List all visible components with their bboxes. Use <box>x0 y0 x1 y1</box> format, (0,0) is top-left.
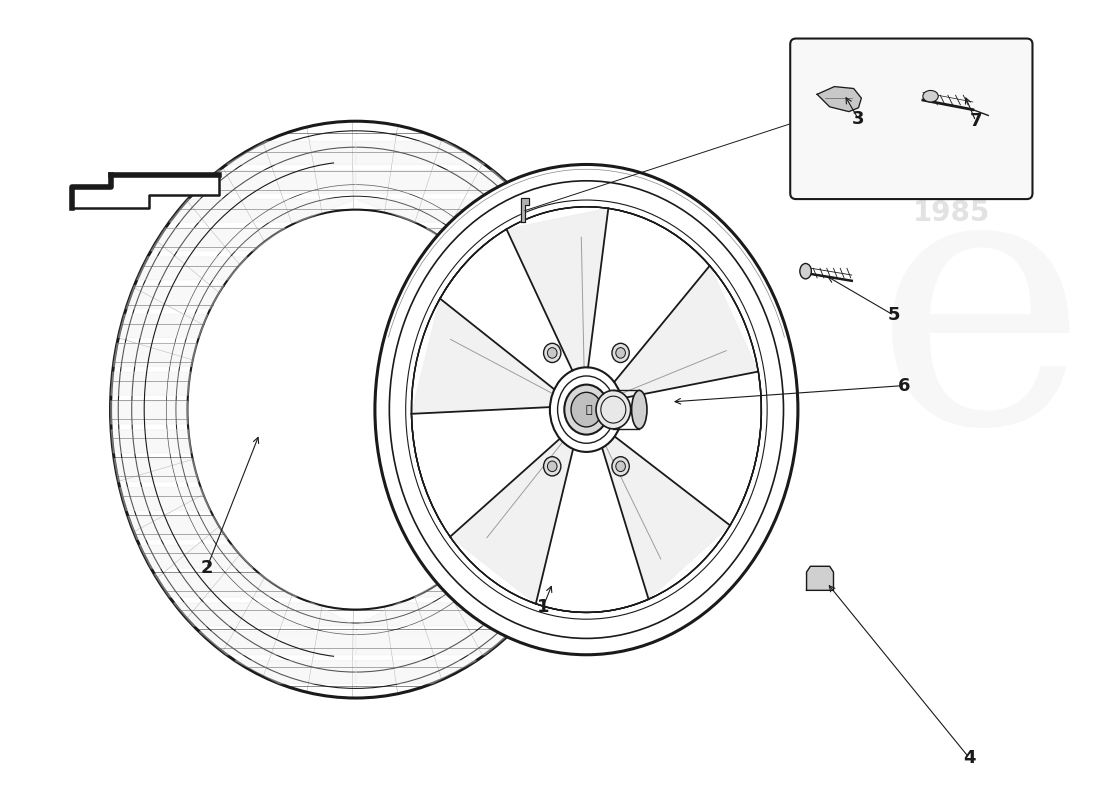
Ellipse shape <box>111 122 601 698</box>
Polygon shape <box>817 86 861 111</box>
Polygon shape <box>194 170 355 194</box>
Polygon shape <box>411 298 554 414</box>
Text: 3: 3 <box>852 110 865 128</box>
Text: 1985: 1985 <box>913 198 990 226</box>
Polygon shape <box>487 286 585 309</box>
Text: 🐴: 🐴 <box>585 405 592 414</box>
Polygon shape <box>140 545 253 568</box>
Polygon shape <box>199 632 355 654</box>
Polygon shape <box>111 430 191 453</box>
Text: 5: 5 <box>888 306 900 325</box>
Polygon shape <box>234 661 355 683</box>
Text: 4: 4 <box>962 749 976 766</box>
Text: 7: 7 <box>969 112 982 130</box>
Polygon shape <box>111 401 188 424</box>
Polygon shape <box>513 458 597 482</box>
Polygon shape <box>113 343 197 366</box>
Polygon shape <box>521 198 529 222</box>
Polygon shape <box>151 228 285 251</box>
Polygon shape <box>119 314 208 338</box>
Text: 2: 2 <box>200 559 213 578</box>
Ellipse shape <box>800 263 812 279</box>
Text: eurocars: eurocars <box>867 174 1018 203</box>
Polygon shape <box>114 458 199 482</box>
Polygon shape <box>355 170 518 194</box>
Polygon shape <box>484 516 583 539</box>
Text: for cars: for cars <box>356 442 528 530</box>
Polygon shape <box>355 142 485 165</box>
Polygon shape <box>506 208 608 370</box>
Polygon shape <box>126 286 223 309</box>
Polygon shape <box>520 430 601 453</box>
Ellipse shape <box>543 343 561 362</box>
Text: 2 passion: 2 passion <box>299 402 508 503</box>
Polygon shape <box>111 372 190 395</box>
Polygon shape <box>602 437 730 599</box>
Ellipse shape <box>548 348 557 358</box>
Polygon shape <box>154 574 297 597</box>
Polygon shape <box>458 545 572 568</box>
Ellipse shape <box>616 461 626 471</box>
Polygon shape <box>174 603 355 626</box>
Ellipse shape <box>548 461 557 471</box>
Polygon shape <box>227 142 355 165</box>
Text: eurocars: eurocars <box>243 283 603 459</box>
Ellipse shape <box>612 457 629 476</box>
Ellipse shape <box>616 348 626 358</box>
FancyBboxPatch shape <box>790 38 1033 199</box>
Polygon shape <box>355 661 476 683</box>
Polygon shape <box>450 438 573 604</box>
Ellipse shape <box>375 165 798 654</box>
Polygon shape <box>521 372 601 395</box>
Ellipse shape <box>596 390 630 429</box>
Ellipse shape <box>923 90 938 102</box>
Ellipse shape <box>612 343 629 362</box>
Ellipse shape <box>631 390 647 429</box>
Polygon shape <box>355 603 538 626</box>
Polygon shape <box>120 487 210 510</box>
Polygon shape <box>515 343 598 366</box>
Polygon shape <box>806 566 834 590</box>
Text: e: e <box>873 148 1088 498</box>
Ellipse shape <box>543 457 561 476</box>
Polygon shape <box>426 228 560 251</box>
Polygon shape <box>355 199 542 222</box>
Polygon shape <box>614 266 758 398</box>
Polygon shape <box>169 199 355 222</box>
Polygon shape <box>355 632 513 654</box>
Polygon shape <box>524 401 601 424</box>
Polygon shape <box>504 314 593 338</box>
Text: 6: 6 <box>898 377 910 394</box>
Polygon shape <box>136 257 248 280</box>
Ellipse shape <box>571 392 602 427</box>
Polygon shape <box>73 175 219 208</box>
Polygon shape <box>464 257 574 280</box>
Polygon shape <box>128 516 228 539</box>
Ellipse shape <box>564 385 608 434</box>
Polygon shape <box>415 574 557 597</box>
Text: 1: 1 <box>537 598 549 616</box>
Polygon shape <box>500 487 592 510</box>
